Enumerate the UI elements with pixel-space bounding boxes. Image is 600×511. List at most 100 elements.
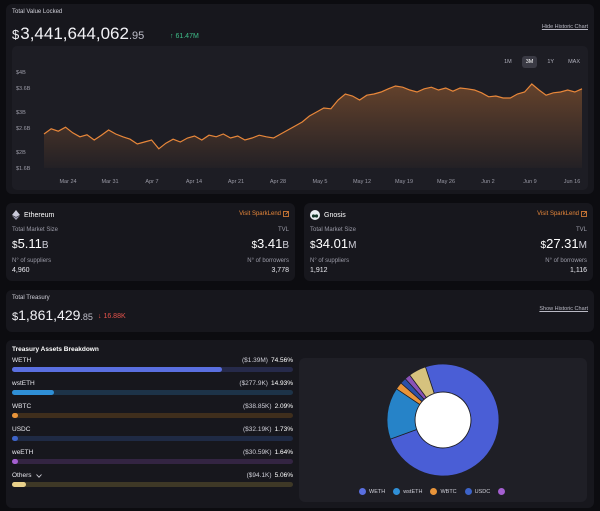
- legend-swatch: [430, 488, 438, 495]
- range-1m-button[interactable]: 1M: [504, 59, 512, 65]
- asset-bar-track: [12, 367, 293, 372]
- legend-item[interactable]: [498, 488, 508, 495]
- gnosis-name: Gnosis: [324, 211, 346, 219]
- asset-bar-fill: [12, 459, 19, 464]
- currency-symbol: $: [12, 240, 18, 251]
- treasury-label: Total Treasury: [12, 295, 50, 301]
- asset-value: ($30.59K) 1.64%: [243, 449, 293, 456]
- tvl-suffix: M: [578, 240, 587, 251]
- treasury-breakdown-card: Treasury Assets Breakdown WETH ($1.39M) 74…: [6, 340, 594, 508]
- asset-amount: ($32.19K): [243, 426, 272, 433]
- donut-slice[interactable]: [389, 363, 500, 477]
- asset-name-wrap: WBTC: [12, 403, 31, 410]
- ethereum-borrowers-value: 3,778: [271, 267, 289, 274]
- show-historic-chart-link[interactable]: Show Historic Chart: [539, 306, 588, 312]
- x-tick-label: Mar 31: [101, 179, 118, 185]
- tvl-value: $3,441,644,062.95: [12, 24, 144, 44]
- asset-name: weETH: [12, 449, 34, 456]
- asset-name: WETH: [12, 357, 32, 364]
- tvl-area-chart: $1.6B $2B $2.6B $3B $3.6B $4B Mar 24 Mar 31 Apr…: [16, 70, 583, 185]
- asset-percent: 1.64%: [274, 449, 293, 456]
- tvl-area-fill: [44, 84, 582, 168]
- visit-label: Visit SparkLend: [239, 211, 281, 217]
- legend-swatch: [359, 488, 366, 495]
- ethereum-market-size-label: Total Market Size: [12, 227, 59, 233]
- x-tick-label: May 5: [313, 179, 328, 185]
- asset-value: ($277.9K) 14.93%: [239, 380, 293, 387]
- legend-label: USDC: [474, 488, 491, 495]
- treasury-value: $1,861,429.85: [12, 307, 93, 323]
- asset-bar-fill: [12, 436, 19, 441]
- y-tick-label: $4B: [16, 70, 26, 76]
- x-tick-label: May 19: [395, 179, 413, 185]
- market-size-suffix: B: [41, 240, 49, 251]
- legend-item[interactable]: WETH: [359, 488, 385, 495]
- ethereum-tvl-value: $3.41B: [251, 236, 289, 251]
- asset-amount: ($30.59K): [243, 449, 272, 456]
- external-link-icon: [283, 211, 289, 217]
- asset-amount: ($277.9K): [239, 380, 268, 387]
- asset-row-weeth: weETH ($30.59K) 1.64%: [12, 449, 293, 469]
- gnosis-market-size-value: $34.01M: [310, 236, 356, 251]
- x-tick-label: Mar 24: [59, 179, 76, 185]
- y-tick-label: $2B: [16, 150, 26, 156]
- asset-bar-track: [12, 436, 293, 441]
- gnosis-tvl-value: $27.31M: [541, 236, 587, 251]
- legend-item[interactable]: USDC: [464, 488, 491, 495]
- donut-slice[interactable]: [409, 366, 435, 399]
- tvl-card: Total Value Locked $3,441,644,062.95 ↑ 6…: [6, 4, 594, 194]
- asset-name-wrap: Others: [12, 472, 42, 479]
- asset-row-weth: WETH ($1.39M) 74.56%: [12, 357, 293, 377]
- asset-percent: 74.56%: [270, 357, 293, 364]
- range-3m-button[interactable]: 3M: [521, 56, 538, 68]
- legend-label: WETH: [369, 488, 386, 495]
- tvl-label: Total Value Locked: [12, 9, 63, 15]
- asset-percent: 14.93%: [270, 380, 293, 387]
- x-tick-label: Jun 2: [481, 179, 494, 185]
- asset-row-others: Others ($94.1K) 5.06%: [12, 472, 293, 492]
- asset-name: WBTC: [12, 403, 32, 410]
- legend-swatch: [464, 488, 472, 495]
- asset-row-wsteth: wstETH ($277.9K) 14.93%: [12, 380, 293, 400]
- tvl-chart: 1M 3M 1Y MAX $1.6B $2B $2.6B $3B $3.6B $4B Ma…: [12, 46, 588, 190]
- legend-swatch: [498, 488, 506, 495]
- donut-chart-panel: WETH wstETH WBTC USDC: [299, 358, 587, 502]
- asset-percent: 1.73%: [274, 426, 293, 433]
- x-tick-label: Jun 16: [564, 179, 581, 185]
- tvl-currency: $: [12, 27, 20, 42]
- asset-value: ($32.19K) 1.73%: [243, 426, 293, 433]
- legend-item[interactable]: wstETH: [393, 488, 422, 495]
- ethereum-tvl-label: TVL: [277, 227, 289, 233]
- hide-historic-chart-link[interactable]: Hide Historic Chart: [541, 24, 588, 30]
- external-link-icon: [581, 211, 587, 217]
- chevron-down-icon[interactable]: [35, 473, 42, 478]
- donut-hole: [415, 392, 471, 448]
- asset-row-wbtc: WBTC ($38.85K) 2.09%: [12, 403, 293, 423]
- y-tick-label: $3.6B: [16, 86, 31, 92]
- market-size-number: 5.11: [17, 236, 42, 251]
- asset-name-wrap: USDC: [12, 426, 30, 433]
- treasury-card: Total Treasury $1,861,429.85 ↓ 16.88K Sh…: [6, 290, 594, 332]
- asset-name-wrap: weETH: [12, 449, 33, 456]
- gnosis-title: Gnosis: [310, 210, 346, 220]
- gnosis-suppliers-label: N° of suppliers: [310, 258, 350, 264]
- breakdown-title: Treasury Assets Breakdown: [12, 346, 99, 353]
- legend-item[interactable]: WBTC: [430, 488, 457, 495]
- ethereum-name: Ethereum: [24, 211, 55, 219]
- range-max-button[interactable]: MAX: [568, 59, 580, 65]
- y-tick-label: $2.6B: [16, 126, 31, 132]
- asset-percent: 5.06%: [274, 472, 293, 479]
- ethereum-visit-sparklend-link[interactable]: Visit SparkLend: [239, 211, 289, 217]
- asset-bar-fill: [12, 482, 27, 487]
- ethereum-borrowers-label: N° of borrowers: [247, 258, 289, 264]
- gnosis-visit-sparklend-link[interactable]: Visit SparkLend: [537, 211, 587, 217]
- gnosis-logo-icon: [310, 210, 320, 220]
- asset-name: Others: [12, 472, 32, 479]
- x-tick-label: May 12: [353, 179, 371, 185]
- asset-name: wstETH: [12, 380, 35, 387]
- legend-swatch: [393, 488, 401, 495]
- asset-amount: ($38.85K): [243, 403, 272, 410]
- tvl-series-line: [43, 83, 583, 150]
- range-1y-button[interactable]: 1Y: [547, 59, 555, 65]
- x-tick-label: Apr 14: [186, 179, 202, 185]
